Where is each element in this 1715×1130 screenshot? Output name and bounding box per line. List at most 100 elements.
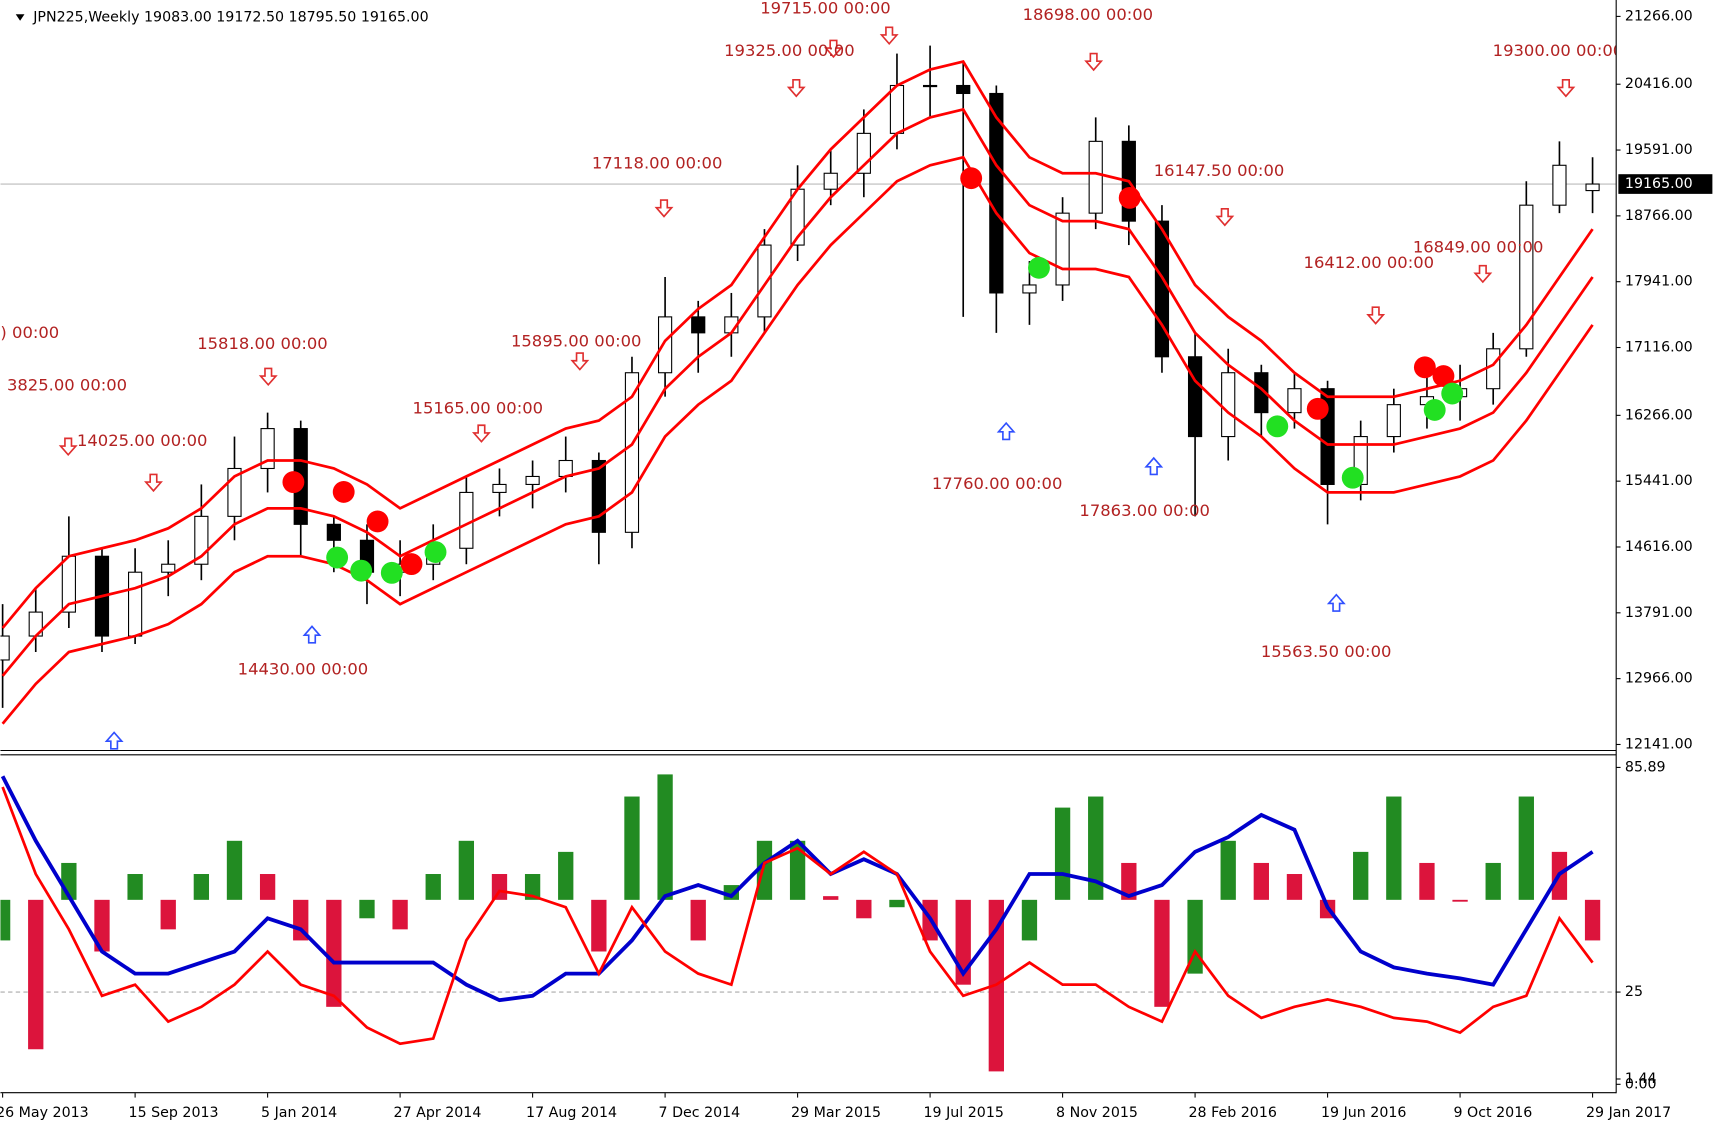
osc-tick-label: 25 [1625, 984, 1643, 1000]
annotation: 3825.00 00:00 [7, 375, 127, 394]
candle-body [459, 491, 474, 549]
histogram-bar [293, 899, 309, 941]
buy-signal [1441, 382, 1464, 405]
down-arrow [1084, 52, 1104, 72]
x-tick-label: 7 Dec 2014 [659, 1105, 741, 1121]
sell-signal [366, 510, 389, 533]
histogram-bar [524, 874, 541, 900]
candle-body [1386, 404, 1401, 438]
sell-signal [1118, 186, 1141, 209]
annotation: 19325.00 00:00 [724, 41, 855, 60]
annotation: 17863.00 00:00 [1079, 501, 1210, 520]
y-tick-label: 14616.00 [1625, 539, 1693, 555]
histogram-bar [591, 899, 607, 952]
candle-body [1088, 140, 1103, 214]
histogram-bar [856, 899, 872, 919]
candle-body [657, 316, 673, 374]
up-arrow [104, 731, 124, 750]
candle-body [0, 635, 10, 661]
histogram-bar [94, 899, 110, 952]
sell-signal [400, 553, 423, 576]
down-arrow [786, 78, 806, 98]
x-tick-label: 29 Jan 2017 [1586, 1105, 1671, 1121]
candle-body [1254, 372, 1269, 414]
line [1, 786, 1594, 1046]
histogram-bar [491, 874, 508, 900]
x-tick-label: 9 Oct 2016 [1454, 1105, 1533, 1121]
up-arrow [302, 625, 322, 644]
buy-signal [424, 541, 447, 563]
down-arrow [1473, 264, 1493, 284]
up-arrow [1144, 456, 1164, 476]
buy-signal [1341, 466, 1364, 489]
candle-body [492, 483, 507, 493]
down-arrow [1556, 78, 1576, 98]
histogram-bar [624, 796, 640, 900]
annotation: 17760.00 00:00 [932, 474, 1063, 493]
histogram-bar [458, 840, 475, 900]
histogram-bar [359, 899, 375, 919]
histogram-bar [1154, 899, 1170, 1007]
x-tick-label: 26 May 2013 [0, 1105, 89, 1121]
y-tick-label: 13791.00 [1625, 605, 1693, 621]
current-price-box [1618, 174, 1713, 194]
annotation: 18698.00 00:00 [1023, 5, 1154, 24]
histogram-bar [1286, 874, 1303, 900]
histogram-bar [226, 840, 243, 900]
annotation: 19715.00 00:00 [760, 0, 891, 17]
candle-body [1187, 356, 1203, 438]
osc-tick-label: 85.89 [1625, 759, 1666, 775]
buy-signal [326, 546, 349, 569]
candle-body [1585, 183, 1600, 192]
sell-signal [282, 471, 305, 494]
annotation: 17118.00 00:00 [592, 153, 723, 172]
down-arrow [144, 473, 163, 493]
histogram-bar [657, 774, 673, 900]
annotation: 15165.00 00:00 [413, 398, 544, 417]
candle-body [1055, 212, 1070, 286]
y-tick-label: 20416.00 [1625, 76, 1693, 92]
histogram-bar [1220, 840, 1236, 900]
down-arrow [1215, 207, 1235, 227]
candle-body [1154, 220, 1170, 358]
annotation: 19300.00 00:00 [1493, 41, 1624, 60]
histogram-bar [425, 874, 441, 900]
line [0, 775, 1594, 1003]
annotation: 15563.50 00:00 [1261, 642, 1392, 661]
histogram-bar [1353, 851, 1369, 900]
histogram-bar [1088, 796, 1104, 900]
candle-body [1519, 204, 1534, 350]
sell-signal [1432, 365, 1455, 387]
price-panel: 19715.00 00:00 18698.00 00:00 19325.00 00:… [0, 0, 1624, 750]
annotation: 15818.00 00:00 [197, 334, 328, 353]
candle-body [1486, 348, 1501, 390]
histogram-bar [558, 851, 574, 900]
histogram-bar [193, 874, 210, 900]
y-tick-label: 21266.00 [1625, 8, 1693, 24]
down-arrow [570, 352, 590, 371]
candle-body [1287, 388, 1302, 414]
annotation: 14025.00 00:00 [77, 431, 208, 450]
candle-body [1221, 372, 1236, 438]
x-tick-label: 29 Mar 2015 [791, 1105, 881, 1121]
histogram-bar [1054, 807, 1071, 900]
histogram-bar [392, 899, 408, 930]
candle-body [989, 92, 1004, 294]
down-arrow [471, 424, 491, 443]
candle-body [956, 84, 971, 95]
histogram-bar [259, 874, 276, 900]
y-tick-label: 19591.00 [1625, 142, 1693, 158]
candle-body [1022, 284, 1037, 294]
annotation: 16147.50 00:00 [1154, 161, 1285, 180]
histogram-bar [1021, 899, 1038, 941]
down-arrow [1366, 306, 1386, 325]
x-tick-label: 5 Jan 2014 [261, 1105, 337, 1121]
histogram-bar [1584, 899, 1601, 941]
sell-signal [332, 481, 355, 503]
x-tick-label: 19 Jul 2015 [924, 1105, 1004, 1121]
histogram-bar [1121, 862, 1137, 900]
annotation: 16412.00 00:00 [1304, 253, 1435, 272]
histogram-bar [756, 840, 773, 900]
